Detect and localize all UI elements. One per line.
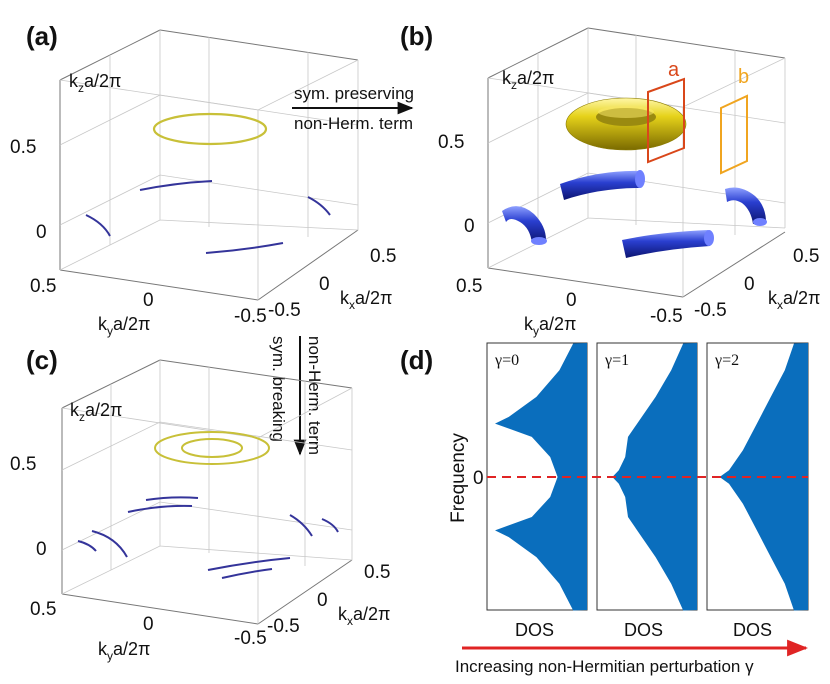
kx-axis-label: kxa/2π [768,288,820,312]
loop-b [720,94,748,175]
tube-blue [502,206,546,243]
z-tick-low: 0 [36,222,47,243]
x-tick-high: 0.5 [370,246,396,267]
dos-area [495,343,587,611]
ky-axis-label: kya/2π [98,639,150,663]
arrow-breaking-line1: sym. breaking [269,336,288,442]
z-tick-high: 0.5 [10,454,36,475]
y-tick-low: -0.5 [234,628,267,649]
kx-axis-label: kxa/2π [340,288,392,312]
x-tick-low: -0.5 [267,616,300,637]
nodal-ring-gold [152,112,268,146]
loop-a [647,77,685,164]
ky-axis-label: kya/2π [524,314,576,338]
nodal-arc-blue [205,242,284,254]
loop-label-a: a [668,59,680,81]
dos-xlabel-2: DOS [624,620,663,640]
tube-blue [725,187,766,224]
z-tick-high: 0.5 [10,137,36,158]
x-tick-mid: 0 [319,274,330,295]
nodal-arc-blue [77,540,97,552]
z-tick-high: 0.5 [438,132,464,153]
arrow-preserving-line2: non-Herm. term [294,114,413,133]
nodal-arc-blue [91,530,128,558]
x-tick-high: 0.5 [793,246,819,267]
y-tick-high: 0.5 [30,276,56,297]
x-tick-high: 0.5 [364,562,390,583]
x-tick-low: -0.5 [268,300,301,321]
arrow-breaking: sym. breaking non-Herm. term [269,336,324,456]
nodal-arc-blue [207,557,291,571]
tube-blue [622,230,710,258]
kz-axis-label: kza/2π [70,400,122,424]
panel-d: (d) Frequency 0 γ=0 γ=1 γ=2 DOS DOS DOS In… [400,342,809,676]
nodal-ring-gold-outer [154,431,270,465]
y-tick-high: 0.5 [456,276,482,297]
y-tick-high: 0.5 [30,599,56,620]
panel-label-d: (d) [400,345,433,375]
z-tick-low: 0 [464,216,475,237]
y-tick-mid: 0 [143,614,154,635]
dos-xlabel-1: DOS [515,620,554,640]
x-tick-mid: 0 [317,590,328,611]
y-tick-low: -0.5 [234,306,267,327]
nodal-arc-blue [145,496,199,501]
nodal-arc-blue [85,214,111,237]
nodal-arc-blue [289,514,313,537]
panel-a-box [59,29,359,301]
z-tick-low: 0 [36,539,47,560]
panel-label-c: (c) [26,345,58,375]
gamma-label: γ=1 [604,352,629,369]
nodal-arc-blue [307,196,331,216]
nodal-arc-blue [221,568,273,579]
panel-label-a: (a) [26,21,58,51]
gamma-label: γ=0 [494,352,519,369]
y-tick-mid: 0 [566,290,577,311]
nodal-arc-blue [139,180,213,191]
panel-c: (c) kza/2π 0.5 0 0.5 0 -0.5 kxa/2π 0.5 0… [10,345,390,663]
nodal-arc-blue [127,504,193,513]
kz-axis-label: kza/2π [69,71,121,95]
y-tick-mid: 0 [143,290,154,311]
dos-xlabel-3: DOS [733,620,772,640]
torus-gold [565,97,687,151]
dos-ylabel: Frequency [448,433,469,523]
nodal-arc-blue [321,518,339,533]
dos-zero-tick: 0 [473,468,484,489]
ky-axis-label: kya/2π [98,314,150,338]
arrow-preserving-line1: sym. preserving [294,84,414,103]
tube-blue [560,170,640,200]
x-tick-low: -0.5 [694,300,727,321]
arrow-breaking-line2: non-Herm. term [305,336,324,455]
x-tick-mid: 0 [744,274,755,295]
gamma-label: γ=2 [714,352,739,369]
loop-label-b: b [738,66,749,88]
nodal-ring-gold-inner [181,438,243,458]
panel-label-b: (b) [400,21,433,51]
kx-axis-label: kxa/2π [338,604,390,628]
perturbation-caption: Increasing non-Hermitian perturbation γ [455,657,754,676]
panel-a: (a) kza/2π 0.5 0 0.5 0 -0.5 kxa/2π 0.5 0… [10,21,396,338]
panel-b: (b) a b kza/2π 0.5 0 0.5 0 -0.5 [400,21,820,338]
kz-axis-label: kza/2π [502,68,554,92]
y-tick-low: -0.5 [650,306,683,327]
arrow-preserving: sym. preserving non-Herm. term [292,84,414,133]
